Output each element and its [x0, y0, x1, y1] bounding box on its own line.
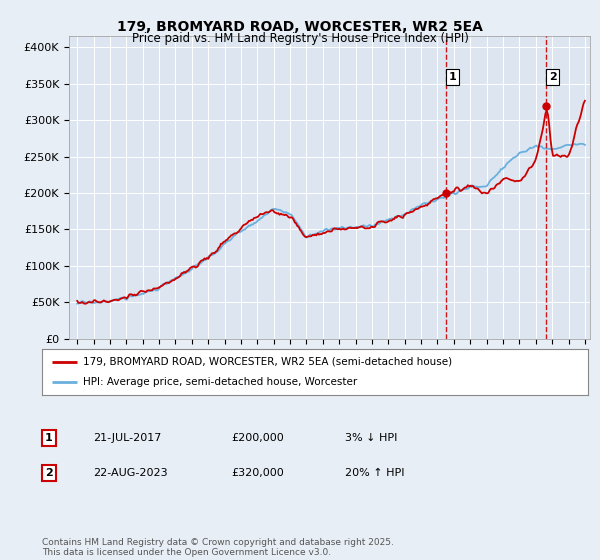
Text: 1: 1 — [449, 72, 457, 82]
Text: 2: 2 — [549, 72, 557, 82]
Text: 22-AUG-2023: 22-AUG-2023 — [93, 468, 167, 478]
Text: 21-JUL-2017: 21-JUL-2017 — [93, 433, 161, 443]
Text: Contains HM Land Registry data © Crown copyright and database right 2025.
This d: Contains HM Land Registry data © Crown c… — [42, 538, 394, 557]
Text: HPI: Average price, semi-detached house, Worcester: HPI: Average price, semi-detached house,… — [83, 377, 357, 387]
Text: 20% ↑ HPI: 20% ↑ HPI — [345, 468, 404, 478]
Text: 2: 2 — [45, 468, 53, 478]
Point — [442, 189, 451, 198]
Text: 1: 1 — [45, 433, 53, 443]
Point — [542, 101, 551, 110]
Text: £200,000: £200,000 — [231, 433, 284, 443]
Text: 3% ↓ HPI: 3% ↓ HPI — [345, 433, 397, 443]
Text: Price paid vs. HM Land Registry's House Price Index (HPI): Price paid vs. HM Land Registry's House … — [131, 32, 469, 45]
Text: 179, BROMYARD ROAD, WORCESTER, WR2 5EA: 179, BROMYARD ROAD, WORCESTER, WR2 5EA — [117, 20, 483, 34]
Text: 179, BROMYARD ROAD, WORCESTER, WR2 5EA (semi-detached house): 179, BROMYARD ROAD, WORCESTER, WR2 5EA (… — [83, 357, 452, 367]
Text: £320,000: £320,000 — [231, 468, 284, 478]
